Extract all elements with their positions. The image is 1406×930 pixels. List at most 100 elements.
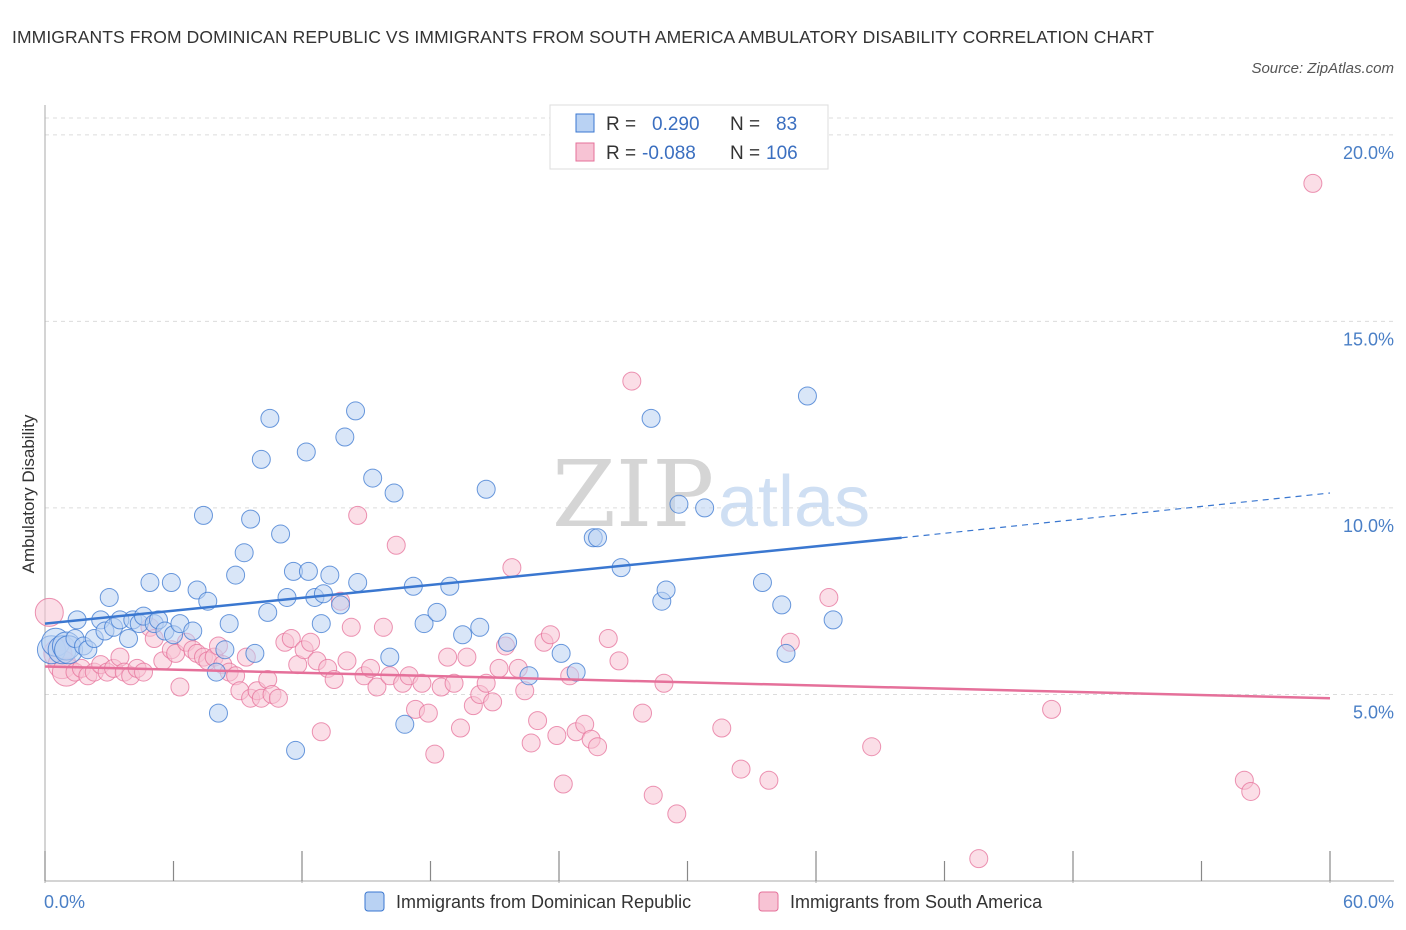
point-south-america bbox=[386, 535, 406, 555]
point-dominican bbox=[161, 573, 181, 593]
point-dominican bbox=[331, 595, 351, 615]
point-south-america bbox=[609, 651, 629, 671]
point-dominican bbox=[298, 561, 318, 581]
point-south-america bbox=[341, 617, 361, 637]
point-south-america bbox=[1241, 781, 1261, 801]
point-south-america bbox=[598, 629, 618, 648]
legend-n-value-pink: 106 bbox=[766, 143, 798, 164]
legend-r-value-blue: 0.290 bbox=[652, 114, 700, 135]
point-south-america bbox=[643, 785, 663, 805]
point-south-america bbox=[337, 651, 357, 671]
point-south-america bbox=[489, 658, 509, 678]
point-dominican bbox=[797, 386, 817, 406]
point-dominican bbox=[476, 479, 496, 499]
watermark-atlas: atlas bbox=[718, 462, 870, 542]
point-south-america bbox=[311, 722, 331, 742]
point-south-america bbox=[170, 677, 190, 697]
point-south-america bbox=[633, 703, 653, 723]
point-south-america bbox=[712, 718, 732, 738]
point-south-america bbox=[301, 632, 321, 652]
point-dominican bbox=[241, 509, 261, 529]
point-dominican bbox=[772, 595, 792, 615]
point-south-america bbox=[521, 733, 541, 753]
series-swatch-south-america bbox=[758, 891, 779, 912]
point-south-america bbox=[502, 558, 522, 578]
axes bbox=[44, 105, 1394, 883]
point-dominican bbox=[258, 602, 278, 622]
point-south-america bbox=[540, 625, 560, 645]
point-south-america bbox=[450, 718, 470, 738]
point-south-america bbox=[1042, 699, 1062, 719]
legend: R = 0.290 N = 83 R = -0.088 N = 106 bbox=[549, 104, 829, 170]
point-south-america bbox=[425, 744, 445, 764]
data-points bbox=[34, 173, 1323, 869]
source-label: Source: ZipAtlas.com bbox=[1251, 60, 1394, 77]
point-dominican bbox=[226, 565, 246, 585]
point-dominican bbox=[656, 580, 676, 600]
point-dominican bbox=[669, 494, 689, 514]
watermark-zip: ZIP bbox=[552, 441, 714, 548]
point-south-america bbox=[1303, 173, 1323, 193]
point-south-america bbox=[547, 726, 567, 745]
point-dominican bbox=[271, 524, 291, 544]
legend-box bbox=[549, 104, 829, 170]
y-tick-label: 20.0% bbox=[1343, 143, 1394, 163]
point-south-america bbox=[969, 849, 989, 869]
point-dominican bbox=[234, 543, 254, 563]
point-dominican bbox=[414, 614, 434, 634]
series-label-dominican: Immigrants from Dominican Republic bbox=[396, 892, 691, 912]
point-south-america bbox=[367, 677, 387, 697]
point-south-america bbox=[588, 737, 608, 757]
point-south-america bbox=[731, 759, 751, 779]
point-dominican bbox=[335, 427, 355, 447]
point-dominican bbox=[752, 573, 772, 593]
legend-r-label-pink: R = bbox=[606, 143, 636, 164]
point-south-america bbox=[667, 804, 687, 824]
point-south-america bbox=[361, 658, 381, 678]
point-dominican bbox=[453, 625, 473, 645]
x-tick-label-max: 60.0% bbox=[1343, 892, 1394, 912]
point-dominican bbox=[363, 468, 383, 488]
point-dominican bbox=[311, 614, 331, 634]
point-south-america bbox=[281, 629, 301, 648]
point-south-america bbox=[412, 673, 432, 693]
point-dominican bbox=[320, 565, 340, 585]
point-dominican bbox=[519, 666, 539, 686]
legend-r-label-blue: R = bbox=[606, 114, 636, 135]
y-axis-title: Ambulatory Disability bbox=[19, 414, 38, 573]
point-dominican bbox=[695, 498, 715, 518]
point-south-america bbox=[476, 673, 496, 693]
trend-extension-dominican bbox=[901, 492, 1331, 539]
legend-swatch-blue bbox=[575, 113, 595, 133]
y-tick-labels: 5.0% 10.0% 15.0% 20.0% bbox=[1343, 143, 1394, 723]
point-south-america bbox=[438, 647, 458, 667]
point-dominican bbox=[251, 449, 271, 469]
point-dominican bbox=[395, 714, 415, 734]
point-dominican bbox=[99, 587, 119, 607]
point-south-america bbox=[268, 688, 288, 708]
legend-swatch-pink bbox=[575, 142, 595, 162]
point-south-america bbox=[324, 670, 344, 690]
point-south-america bbox=[819, 587, 839, 607]
legend-r-value-pink: -0.088 bbox=[642, 143, 696, 164]
point-dominican bbox=[215, 640, 235, 660]
point-dominican bbox=[823, 610, 843, 630]
point-dominican bbox=[208, 703, 228, 723]
watermark: ZIP atlas bbox=[552, 441, 870, 548]
point-dominican bbox=[776, 643, 796, 663]
point-south-america bbox=[622, 371, 642, 391]
series-legend: Immigrants from Dominican Republic Immig… bbox=[364, 891, 1043, 912]
point-dominican bbox=[219, 614, 239, 634]
point-dominican bbox=[183, 621, 203, 641]
point-dominican bbox=[380, 647, 400, 667]
point-dominican bbox=[260, 408, 280, 428]
point-dominican bbox=[313, 584, 333, 604]
point-south-america bbox=[444, 673, 464, 693]
point-dominican bbox=[119, 629, 139, 648]
y-tick-label: 15.0% bbox=[1343, 329, 1394, 349]
point-dominican bbox=[498, 632, 518, 652]
x-tick-label-min: 0.0% bbox=[44, 892, 85, 912]
point-dominican bbox=[296, 442, 316, 462]
trend-line-dominican bbox=[44, 536, 902, 625]
point-south-america bbox=[528, 711, 548, 731]
